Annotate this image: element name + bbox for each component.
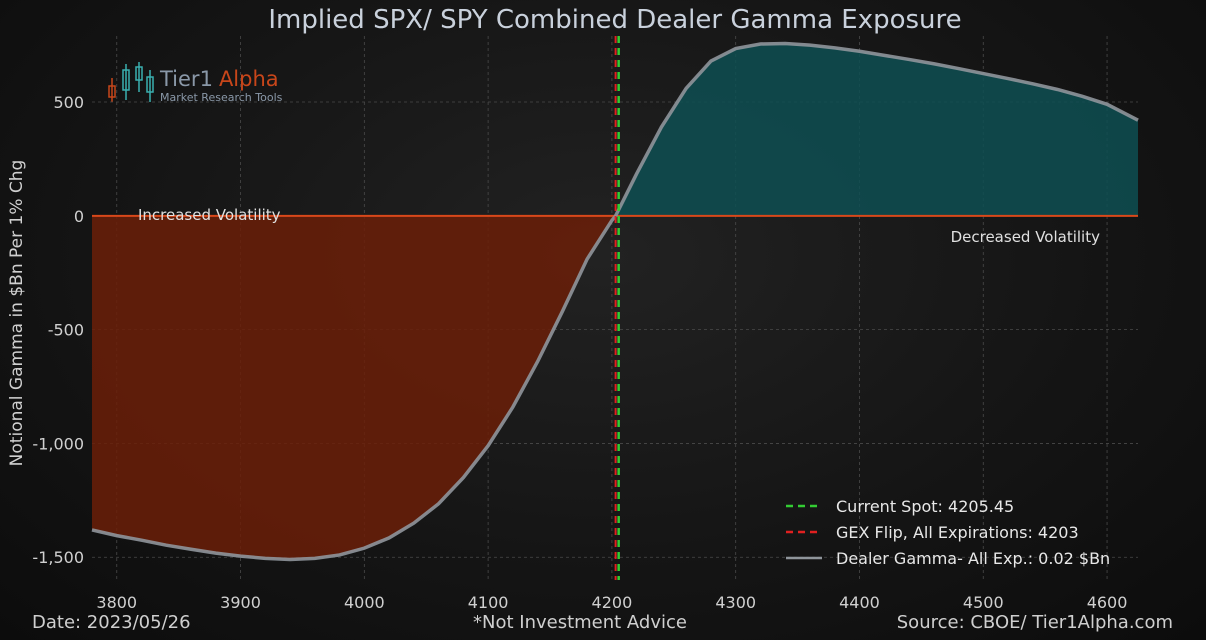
annotation-decreased-volatility: Decreased Volatility <box>951 228 1101 246</box>
legend: Current Spot: 4205.45 GEX Flip, All Expi… <box>786 497 1110 568</box>
y-tick-label: -500 <box>48 321 84 340</box>
x-tick-label: 4000 <box>344 593 385 612</box>
vertical-lines <box>614 36 620 580</box>
svg-text:Tier1Alpha: Tier1 Alpha <box>159 67 279 91</box>
annotation-increased-volatility: Increased Volatility <box>138 206 281 224</box>
y-axis-ticks: 500 0 -500 -1,000 -1,500 <box>32 93 84 567</box>
positive-gamma-area <box>615 43 1138 216</box>
y-axis-label: Notional Gamma in $Bn Per 1% Chg <box>7 160 27 467</box>
y-tick-label: 500 <box>53 93 84 112</box>
x-tick-label: 4300 <box>715 593 756 612</box>
y-tick-label: 0 <box>74 207 84 226</box>
negative-gamma-area <box>92 215 616 560</box>
y-tick-label: -1,000 <box>32 434 84 453</box>
gamma-curve-group <box>91 41 1139 562</box>
dealer-gamma-curve <box>91 41 1139 562</box>
footer-source: Source: CBOE/ Tier1Alpha.com <box>897 612 1173 633</box>
logo-brand-accent: Alpha <box>219 67 279 91</box>
legend-spot-label: Current Spot: 4205.45 <box>836 497 1014 516</box>
candlestick-icon <box>108 62 154 102</box>
logo: Tier1 Alpha Market Research Tools <box>108 62 283 104</box>
footer-disclaimer: *Not Investment Advice <box>473 612 687 633</box>
footer-date: Date: 2023/05/26 <box>32 612 191 633</box>
x-tick-label: 4600 <box>1087 593 1128 612</box>
x-tick-label: 4200 <box>592 593 633 612</box>
legend-curve-label: Dealer Gamma- All Exp.: 0.02 $Bn <box>836 549 1110 568</box>
chart-title: Implied SPX/ SPY Combined Dealer Gamma E… <box>268 5 961 35</box>
x-tick-label: 4500 <box>963 593 1004 612</box>
y-tick-label: -1,500 <box>32 548 84 567</box>
logo-brand: Tier1 <box>159 67 213 91</box>
logo-tagline: Market Research Tools <box>160 91 283 104</box>
x-tick-label: 3800 <box>96 593 137 612</box>
legend-flip-label: GEX Flip, All Expirations: 4203 <box>836 523 1079 542</box>
gamma-areas <box>92 43 1138 560</box>
x-axis-ticks: 3800 3900 4000 4100 4200 4300 4400 4500 4600 <box>96 593 1127 612</box>
x-tick-label: 4400 <box>839 593 880 612</box>
x-tick-label: 3900 <box>220 593 261 612</box>
x-tick-label: 4100 <box>468 593 509 612</box>
